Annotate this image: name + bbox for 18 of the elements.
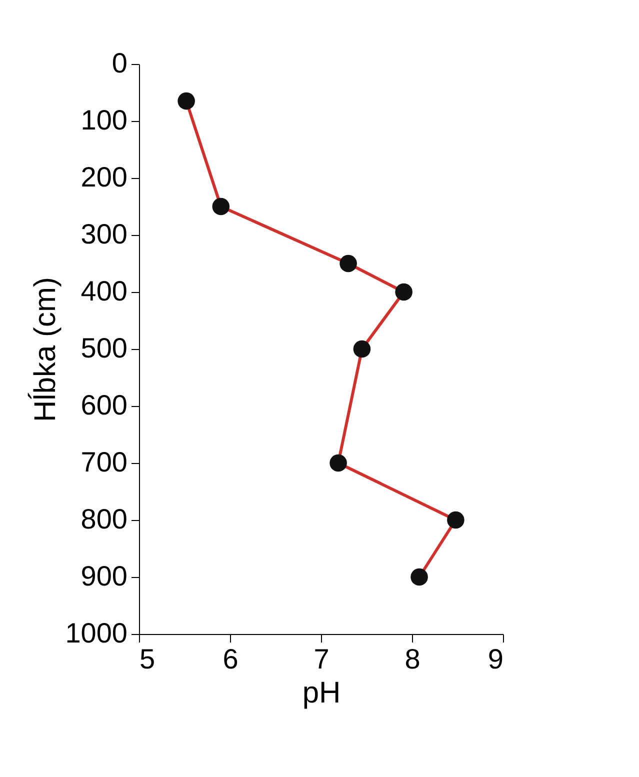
y-tick-label: 900	[80, 560, 128, 592]
x-tick-label: 7	[314, 644, 330, 674]
y-tick-label: 800	[80, 504, 128, 534]
y-tick-label: 0	[112, 48, 128, 78]
y-tick-label: 300	[80, 218, 128, 250]
y-tick-label: 600	[80, 390, 128, 420]
y-tick-label: 1000	[65, 618, 128, 648]
y-tick-label: 100	[80, 104, 128, 136]
x-tick-label: 8	[404, 644, 420, 674]
x-tick-label: 6	[222, 644, 238, 674]
y-tick-label: 500	[80, 332, 128, 364]
x-tick-label: 5	[140, 644, 156, 674]
y-tick-label: 700	[80, 446, 128, 478]
x-tick-label: 9	[488, 644, 504, 674]
y-axis-title: Hĺbka (cm)	[27, 276, 62, 422]
x-axis-title: pH	[302, 676, 341, 710]
y-tick-label: 400	[80, 276, 128, 306]
y-tick-label: 200	[80, 162, 128, 192]
